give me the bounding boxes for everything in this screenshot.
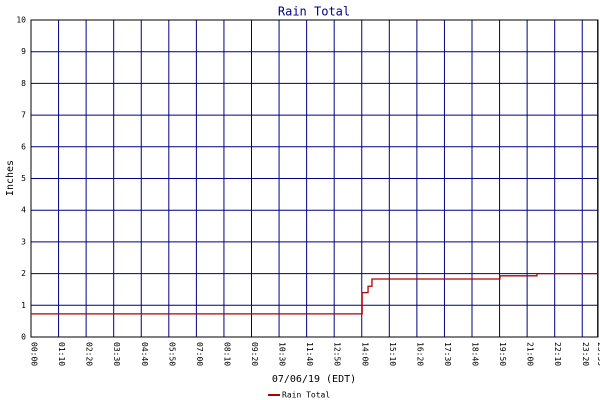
chart-title: Rain Total [278,5,350,19]
y-tick-label: 6 [21,142,26,151]
y-tick-label: 10 [16,16,26,25]
x-tick-label: 19:50 [498,342,507,366]
data-line [31,272,598,315]
x-tick-label: 07:00 [195,342,204,366]
x-tick-label: 01:10 [57,342,66,366]
x-tick-label: 18:40 [471,342,480,366]
x-tick-label: 22:10 [553,342,562,366]
x-tick-label: 04:40 [140,342,149,366]
legend-label: Rain Total [282,391,330,400]
x-tick-label: 10:30 [278,342,287,366]
x-tick-label: 14:00 [360,342,369,366]
x-tick-label: 02:20 [85,342,94,366]
y-tick-label: 2 [21,269,26,278]
x-tick-label: 03:30 [112,342,121,366]
y-tick-label: 4 [21,206,26,215]
y-tick-label: 7 [21,111,26,120]
y-tick-label: 1 [21,301,26,310]
y-tick-label: 5 [21,174,26,183]
x-tick-label: 12:50 [333,342,342,366]
x-axis-label: 07/06/19 (EDT) [272,374,356,385]
plot-border [30,19,599,338]
x-tick-label: 00:00 [30,342,39,366]
x-tick-label: 05:50 [167,342,176,366]
x-tick-label: 17:30 [443,342,452,366]
y-tick-label: 3 [21,237,26,246]
y-tick-label: 0 [21,333,26,342]
x-tick-label: 11:40 [305,342,314,366]
y-axis-label: Inches [5,160,16,196]
x-tick-label: 08:10 [222,342,231,366]
y-tick-label: 8 [21,79,26,88]
x-tick-label: 23:20 [581,342,590,366]
y-tick-label: 9 [21,47,26,56]
x-tick-label: 09:20 [250,342,259,366]
x-tick-label: 16:20 [415,342,424,366]
x-tick-label: 23:59 [596,342,600,366]
x-tick-label: 21:00 [526,342,535,366]
x-tick-label: 15:10 [388,342,397,366]
